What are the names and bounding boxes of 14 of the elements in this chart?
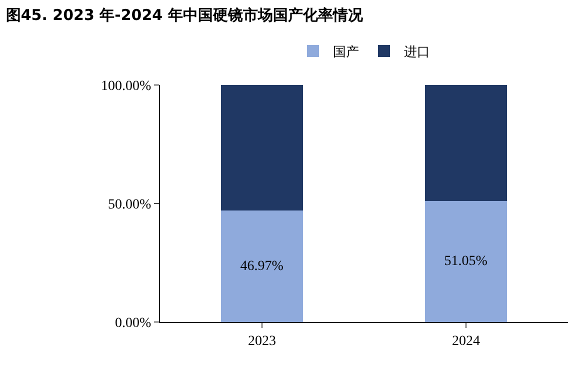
data-label: 51.05% [444,254,488,270]
y-tick-label: 50.00% [108,197,152,212]
y-tick-label: 0.00% [115,316,152,331]
chart-title: 图45. 2023 年-2024 年中国硬镜市场国产化率情况 [6,6,364,24]
y-tick-label: 100.00% [101,78,152,94]
bar [221,85,303,211]
data-label: 46.97% [240,258,284,274]
legend-label: 国产 [333,45,359,60]
legend-label: 进口 [404,45,430,60]
bar [425,85,507,202]
bar [221,210,303,322]
bar [425,201,507,322]
x-tick-label: 2023 [248,334,276,349]
x-tick-label: 2024 [452,334,480,349]
